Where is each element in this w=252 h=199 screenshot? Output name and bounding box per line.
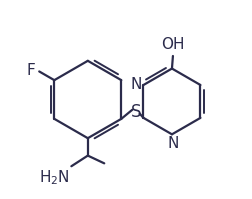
Text: H$_2$N: H$_2$N xyxy=(39,168,69,187)
Text: N: N xyxy=(130,77,141,92)
Text: S: S xyxy=(130,103,140,121)
Text: OH: OH xyxy=(161,37,184,52)
Text: F: F xyxy=(27,63,36,78)
Text: N: N xyxy=(167,136,178,151)
